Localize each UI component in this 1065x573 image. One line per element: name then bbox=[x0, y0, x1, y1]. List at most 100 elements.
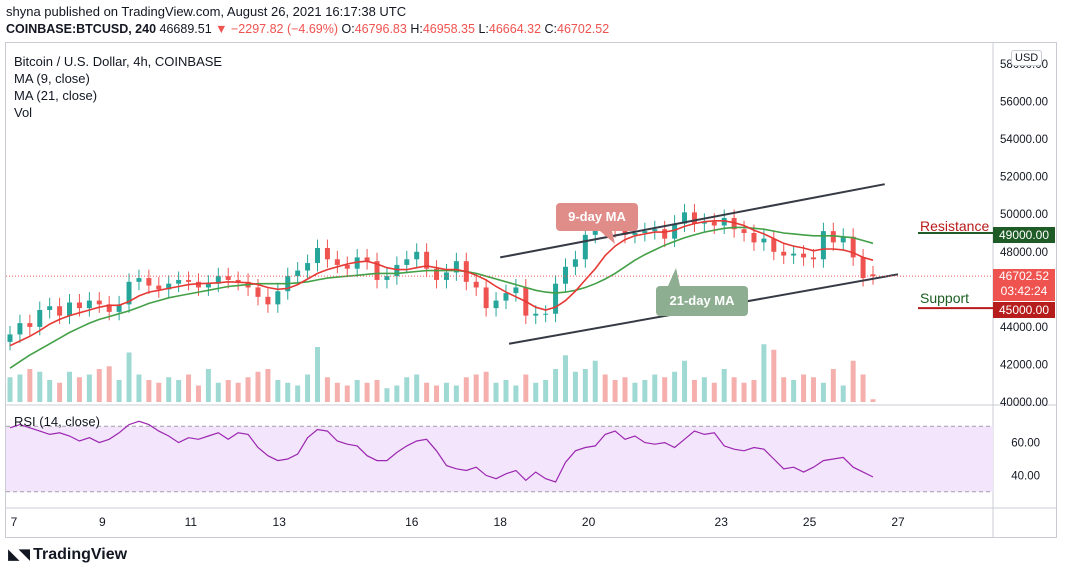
candle-body bbox=[741, 229, 747, 233]
price-tick-label: 40000.00 bbox=[1000, 397, 1048, 409]
volume-bar bbox=[76, 377, 82, 402]
volume-bar bbox=[195, 385, 201, 402]
volume-bar bbox=[344, 385, 350, 402]
volume-bar bbox=[840, 385, 846, 402]
volume-bar bbox=[493, 382, 499, 402]
volume-bar bbox=[691, 380, 697, 402]
support-label: Support bbox=[920, 290, 970, 306]
tradingview-logo[interactable]: ◣◥ TradingView bbox=[8, 545, 127, 564]
volume-bar bbox=[850, 360, 856, 402]
candle-body bbox=[235, 279, 241, 282]
volume-bar bbox=[364, 382, 370, 402]
candle-body bbox=[791, 253, 797, 256]
candle-body bbox=[672, 223, 678, 239]
candle-body bbox=[404, 259, 410, 265]
volume-bar bbox=[642, 380, 648, 402]
volume-bar bbox=[255, 371, 261, 402]
rsi-tick-label: 60.00 bbox=[1011, 438, 1040, 450]
candle-body bbox=[76, 302, 82, 309]
ma21-annotation-pointer bbox=[668, 268, 680, 286]
candle-body bbox=[801, 253, 807, 258]
candle-body bbox=[156, 285, 162, 290]
volume-bar bbox=[315, 347, 321, 402]
symbol-label: COINBASE:BTCUSD, 240 bbox=[6, 22, 157, 36]
tradingview-logo-icon: ◣◥ bbox=[8, 546, 30, 563]
volume-bar bbox=[632, 382, 638, 402]
volume-bar bbox=[394, 385, 400, 402]
time-tick-label: 20 bbox=[582, 515, 596, 529]
price-tick-label: 56000.00 bbox=[1000, 97, 1048, 109]
candle-body bbox=[354, 257, 360, 269]
volume-bar bbox=[275, 380, 281, 402]
candle-body bbox=[771, 238, 777, 252]
volume-bar bbox=[17, 374, 23, 402]
close-label: C: bbox=[544, 22, 558, 36]
volume-bar bbox=[553, 369, 559, 402]
volume-bar bbox=[820, 382, 826, 402]
time-tick-label: 11 bbox=[185, 515, 198, 529]
candle-body bbox=[324, 248, 330, 260]
candle-body bbox=[37, 309, 43, 327]
volume-bar bbox=[96, 369, 102, 402]
volume-bar bbox=[711, 382, 717, 402]
volume-bar bbox=[384, 388, 390, 402]
chart-frame bbox=[5, 42, 1057, 538]
candle-body bbox=[394, 264, 400, 277]
volume-bar bbox=[404, 377, 410, 402]
volume-bar bbox=[86, 374, 92, 402]
current-price-value: 46702.52 bbox=[998, 269, 1050, 283]
volume-bar bbox=[562, 355, 568, 402]
legend-ma9[interactable]: MA (9, close) bbox=[14, 71, 90, 86]
legend-rsi[interactable]: RSI (14, close) bbox=[14, 414, 100, 429]
volume-bar bbox=[870, 399, 876, 402]
candle-body bbox=[305, 263, 311, 271]
candle-body bbox=[642, 231, 648, 233]
volume-bar bbox=[672, 371, 678, 402]
candle-body bbox=[810, 257, 816, 260]
volume-bar bbox=[235, 382, 241, 402]
candle-body bbox=[205, 283, 211, 288]
candle-body bbox=[106, 304, 112, 312]
publisher-line: shyna published on TradingView.com, Augu… bbox=[6, 4, 407, 19]
volume-bar bbox=[225, 380, 231, 402]
rsi-tick-label: 40.00 bbox=[1011, 470, 1040, 482]
candle-body bbox=[434, 268, 440, 280]
volume-bar bbox=[136, 374, 142, 402]
volume-bar bbox=[582, 369, 588, 402]
candle-body bbox=[513, 287, 519, 294]
candle-body bbox=[691, 212, 697, 224]
candle-body bbox=[632, 233, 638, 235]
candle-body bbox=[553, 283, 559, 314]
candle-body bbox=[721, 217, 727, 226]
candle-body bbox=[27, 323, 33, 327]
legend-ma21[interactable]: MA (21, close) bbox=[14, 88, 98, 103]
candle-body bbox=[652, 229, 658, 232]
candle-body bbox=[870, 274, 876, 277]
volume-bar bbox=[771, 349, 777, 402]
volume-bar bbox=[682, 360, 688, 402]
candle-body bbox=[781, 251, 787, 256]
volume-bar bbox=[701, 377, 707, 402]
price-tick-label: 54000.00 bbox=[1000, 134, 1048, 146]
candle-body bbox=[701, 221, 707, 224]
low-label: L: bbox=[478, 22, 489, 36]
volume-bar bbox=[801, 374, 807, 402]
resistance-label: Resistance bbox=[920, 218, 990, 234]
volume-bar bbox=[731, 377, 737, 402]
legend-vol[interactable]: Vol bbox=[14, 105, 33, 120]
volume-bar bbox=[523, 374, 529, 402]
candle-body bbox=[414, 251, 420, 260]
volume-bar bbox=[67, 371, 73, 402]
candle-body bbox=[86, 300, 92, 309]
volume-bar bbox=[592, 360, 598, 402]
volume-bar bbox=[215, 382, 221, 402]
volume-bar bbox=[473, 374, 479, 402]
legend-title: Bitcoin / U.S. Dollar, 4h, COINBASE bbox=[14, 54, 223, 69]
currency-badge[interactable]: USD bbox=[1011, 50, 1043, 66]
candle-body bbox=[136, 278, 142, 282]
volume-bar bbox=[543, 380, 549, 402]
volume-bar bbox=[7, 377, 13, 402]
volume-bar bbox=[106, 366, 112, 402]
volume-bar bbox=[166, 377, 172, 402]
